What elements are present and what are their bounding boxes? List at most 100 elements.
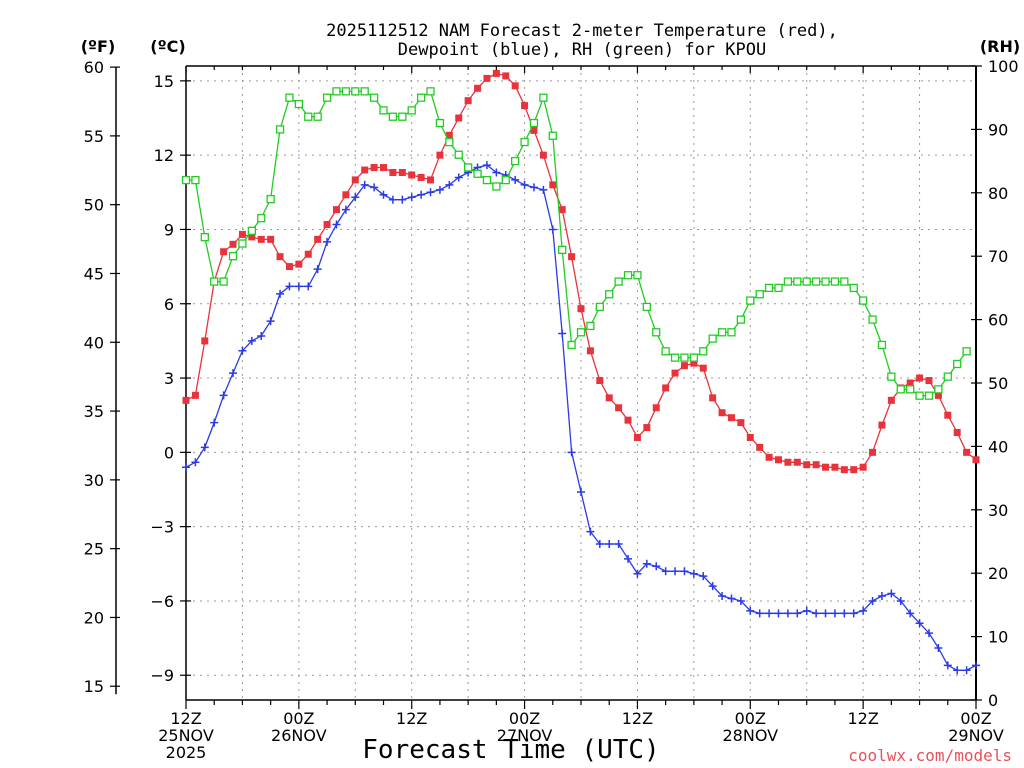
temperature-point [812, 461, 820, 469]
rh-point [614, 277, 623, 286]
rh-point [313, 112, 322, 121]
temperature-point [220, 248, 228, 256]
temperature-point [822, 463, 830, 471]
dewpoint-point [972, 661, 980, 670]
x-tick-label: 27NOV [497, 726, 553, 745]
rh-point [511, 156, 520, 166]
fahrenheit-tick-label: 25 [84, 540, 104, 559]
rh-point [661, 347, 670, 356]
fahrenheit-tick-label: 50 [84, 196, 104, 215]
dewpoint-point [276, 289, 285, 298]
temperature-point [727, 414, 735, 422]
dewpoint-point [417, 190, 426, 199]
temperature-point [417, 173, 425, 181]
rh-point [294, 99, 304, 109]
rh-point [783, 277, 793, 286]
temperature-point [436, 151, 444, 159]
celsius-unit-label: (ºC) [150, 37, 185, 56]
dewpoint-point [868, 596, 877, 605]
temperature-point [342, 191, 350, 199]
dewpoint-point [774, 609, 783, 618]
temperature-point [756, 443, 764, 451]
dewpoint-point [633, 569, 642, 578]
dewpoint-point [407, 193, 416, 202]
dewpoint-point [323, 237, 332, 246]
dewpoint-point [699, 572, 708, 581]
dewpoint-point [388, 195, 397, 204]
rh-point [633, 271, 642, 280]
dewpoint-point [294, 282, 303, 291]
temperature-point [699, 364, 707, 372]
rh-tick-label: 100 [988, 57, 1019, 76]
rh-point [877, 340, 887, 350]
temperature-point [492, 69, 500, 77]
temperature-point [972, 456, 980, 464]
temperature-point [869, 448, 877, 456]
rh-point [652, 328, 661, 337]
rh-point [520, 137, 529, 147]
x-tick-label: 00Z [509, 709, 540, 728]
temperature-point [445, 131, 453, 139]
x-tick-label: 00Z [283, 709, 314, 728]
celsius-tick-label: 6 [164, 295, 174, 314]
rh-point [915, 391, 924, 400]
temperature-point [455, 114, 463, 122]
temperature-point [671, 369, 679, 377]
dewpoint-point [736, 596, 745, 605]
temperature-point [304, 250, 312, 258]
rh-point [576, 328, 586, 337]
rh-tick-label: 50 [988, 374, 1008, 393]
dewpoint-point [924, 629, 933, 638]
temperature-point [596, 377, 604, 385]
fahrenheit-tick-label: 45 [84, 264, 104, 283]
rh-point [858, 296, 868, 305]
dewpoint-point [746, 606, 755, 615]
dewpoint-point [454, 173, 463, 182]
rh-point [793, 277, 802, 286]
dewpoint-point [548, 225, 557, 234]
temperature-point [605, 394, 613, 402]
dewpoint-point [689, 569, 698, 578]
x-tick-label: 12Z [170, 709, 201, 728]
temperature-point [586, 347, 594, 355]
rh-point [849, 283, 858, 293]
rh-point [746, 296, 755, 305]
rh-point [689, 353, 699, 362]
rh-point [736, 315, 746, 324]
dewpoint-point [671, 567, 680, 576]
temperature-point [398, 168, 406, 176]
temperature-point [887, 396, 895, 404]
rh-point [906, 385, 915, 394]
rh-point [821, 277, 830, 286]
temperature-point [680, 362, 688, 370]
rh-point [360, 87, 369, 96]
rh-point [943, 372, 952, 381]
temperature-point [558, 206, 566, 214]
temperature-point [615, 404, 623, 412]
rh-point [680, 353, 689, 362]
series-layer [181, 69, 980, 675]
dewpoint-point [755, 609, 764, 618]
rh-point [764, 283, 774, 293]
temperature-point [361, 166, 369, 174]
dewpoint-point [332, 220, 341, 229]
temperature-point [314, 235, 322, 243]
rh-point [332, 87, 341, 96]
temperature-point [633, 433, 641, 441]
celsius-tick-label: −6 [150, 592, 174, 611]
temperature-point [953, 429, 961, 437]
fahrenheit-tick-label: 15 [84, 677, 104, 696]
dewpoint-point [906, 609, 915, 618]
dewpoint-point [229, 369, 238, 378]
rh-unit-label: (RH) [980, 37, 1020, 56]
dewpoint-point [595, 539, 604, 548]
rh-point [840, 277, 849, 286]
dewpoint-point [520, 180, 529, 189]
dewpoint-point [840, 609, 849, 618]
temperature-point [474, 84, 482, 92]
x-tick-label: 00Z [735, 709, 766, 728]
rh-point [811, 277, 821, 286]
temperature-point [201, 337, 209, 345]
temperature-point [229, 240, 237, 248]
temperature-point [944, 411, 952, 419]
